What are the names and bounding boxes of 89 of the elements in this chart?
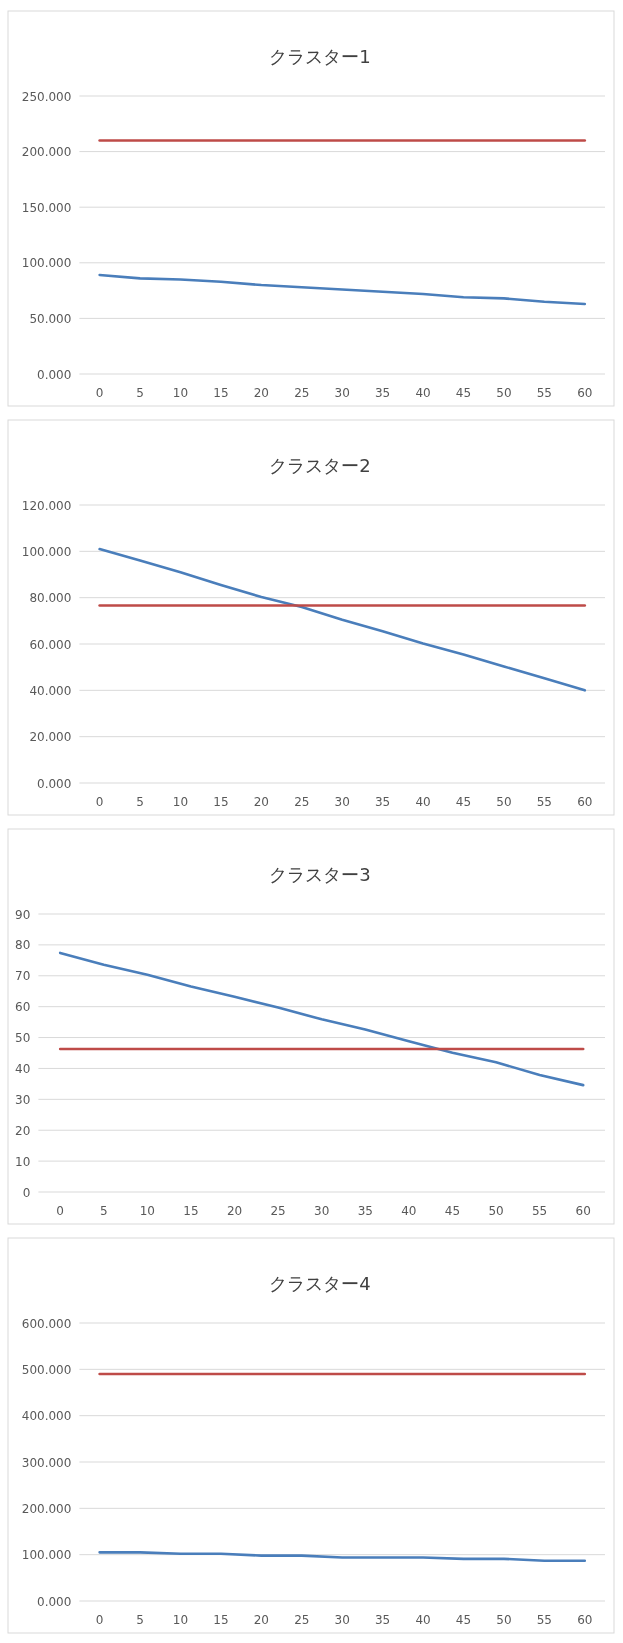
x-tick-label: 40 — [401, 1204, 417, 1218]
chart-title: クラスター1 — [269, 46, 371, 67]
x-tick-label: 45 — [444, 1204, 461, 1218]
x-tick-label: 5 — [99, 1204, 108, 1218]
y-tick-label: 400.000 — [21, 1409, 72, 1424]
x-tick-label: 25 — [294, 795, 310, 809]
x-tick-label: 60 — [577, 1613, 593, 1627]
x-tick-label: 0 — [95, 386, 104, 400]
x-tick-label: 15 — [213, 1613, 229, 1627]
x-tick-label: 0 — [95, 1613, 104, 1627]
y-tick-label: 40 — [15, 1061, 31, 1076]
x-tick-label: 40 — [415, 386, 431, 400]
y-tick-label: 200.000 — [21, 1501, 72, 1516]
x-tick-label: 45 — [455, 1613, 472, 1627]
y-tick-label: 0 — [22, 1185, 31, 1200]
y-tick-label: 60.000 — [29, 637, 72, 652]
y-tick-label: 90 — [15, 907, 31, 922]
y-tick-label: 40.000 — [29, 683, 72, 698]
x-tick-label: 35 — [374, 795, 391, 809]
x-tick-label: 25 — [294, 386, 310, 400]
chart-title: クラスター3 — [269, 864, 371, 885]
x-tick-label: 30 — [334, 386, 350, 400]
x-tick-label: 45 — [455, 795, 472, 809]
x-tick-label: 5 — [136, 795, 144, 809]
y-tick-label: 120.000 — [21, 498, 72, 513]
y-tick-label: 300.000 — [21, 1455, 72, 1470]
x-tick-label: 15 — [183, 1204, 199, 1218]
chart-title: クラスター2 — [269, 455, 371, 476]
x-tick-label: 20 — [253, 386, 269, 400]
y-tick-label: 500.000 — [21, 1362, 72, 1377]
line-series — [98, 1551, 587, 1562]
x-tick-label: 55 — [536, 795, 552, 809]
y-tick-label: 30 — [15, 1092, 31, 1107]
line-series — [58, 951, 585, 1087]
x-tick-label: 50 — [488, 1204, 504, 1218]
x-tick-label: 10 — [139, 1204, 155, 1218]
y-tick-label: 100.000 — [21, 256, 72, 271]
y-tick-label: 0.000 — [37, 1594, 72, 1609]
y-tick-label: 250.000 — [21, 89, 72, 104]
y-tick-label: 200.000 — [21, 145, 72, 160]
y-tick-label: 70 — [15, 969, 31, 984]
y-tick-label: 100.000 — [21, 1548, 72, 1563]
x-tick-label: 40 — [415, 795, 431, 809]
x-tick-label: 10 — [172, 795, 189, 809]
y-tick-label: 50 — [15, 1031, 31, 1046]
line-series — [98, 273, 587, 306]
x-tick-label: 35 — [374, 386, 391, 400]
x-tick-label: 25 — [294, 1613, 310, 1627]
x-tick-label: 50 — [496, 795, 512, 809]
y-tick-label: 60 — [15, 1000, 31, 1015]
x-tick-label: 30 — [314, 1204, 330, 1218]
y-tick-label: 20.000 — [29, 730, 72, 745]
line-series — [98, 547, 587, 692]
x-tick-label: 20 — [253, 1613, 269, 1627]
x-tick-label: 55 — [531, 1204, 548, 1218]
y-tick-label: 600.000 — [21, 1316, 72, 1331]
y-tick-label: 20 — [15, 1123, 31, 1138]
x-tick-label: 25 — [270, 1204, 286, 1218]
x-tick-label: 30 — [334, 1613, 350, 1627]
x-tick-label: 5 — [136, 386, 144, 400]
x-tick-label: 40 — [415, 1613, 431, 1627]
x-tick-label: 5 — [136, 1613, 144, 1627]
x-tick-label: 15 — [213, 386, 229, 400]
y-tick-label: 150.000 — [21, 200, 72, 215]
y-tick-label: 10 — [15, 1154, 31, 1169]
y-tick-label: 80.000 — [29, 591, 72, 606]
x-tick-label: 10 — [172, 386, 189, 400]
x-tick-label: 35 — [357, 1204, 373, 1218]
x-tick-label: 10 — [172, 1613, 189, 1627]
y-tick-label: 0.000 — [37, 367, 72, 382]
x-tick-label: 60 — [575, 1204, 591, 1218]
x-tick-label: 50 — [496, 386, 512, 400]
x-tick-label: 60 — [577, 795, 593, 809]
x-tick-label: 55 — [536, 386, 552, 400]
x-tick-label: 35 — [374, 1613, 391, 1627]
x-tick-label: 30 — [334, 795, 350, 809]
y-tick-label: 0.000 — [37, 776, 72, 791]
y-tick-label: 100.000 — [21, 544, 72, 559]
chart-title: クラスター4 — [269, 1273, 371, 1294]
x-tick-label: 50 — [496, 1613, 512, 1627]
x-tick-label: 60 — [577, 386, 593, 400]
y-tick-label: 50.000 — [29, 311, 72, 326]
x-tick-label: 45 — [455, 386, 472, 400]
x-tick-label: 20 — [226, 1204, 243, 1218]
x-tick-label: 15 — [213, 795, 229, 809]
x-tick-label: 55 — [536, 1613, 552, 1627]
x-tick-label: 20 — [253, 795, 269, 809]
x-tick-label: 0 — [95, 795, 104, 809]
y-tick-label: 80 — [15, 938, 31, 953]
